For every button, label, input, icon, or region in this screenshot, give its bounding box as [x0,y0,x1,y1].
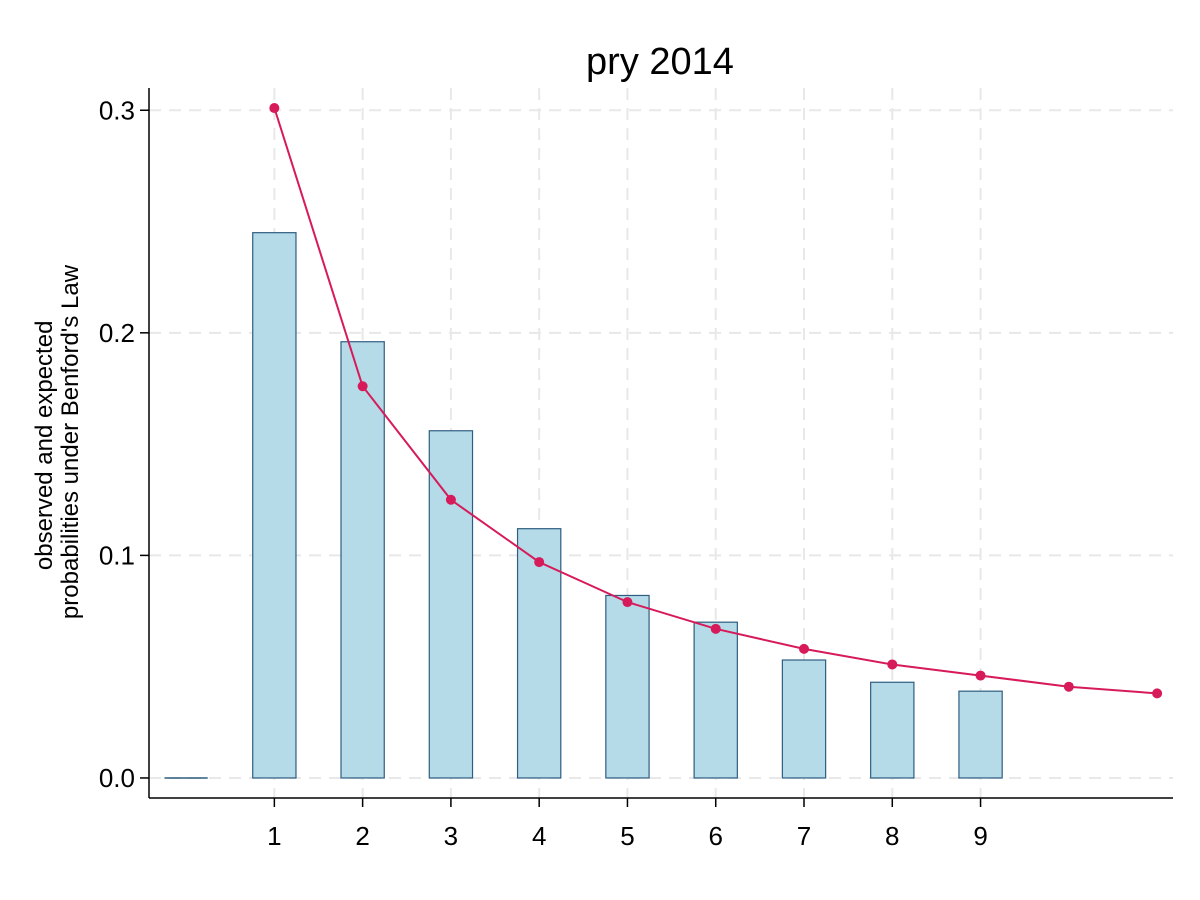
x-tick-label: 9 [973,821,987,851]
expected-point-10 [1063,681,1074,692]
bar-digit-9 [958,690,1003,779]
x-tick-label: 7 [797,821,811,851]
y-axis-label: observed and expected probabilities unde… [31,264,84,619]
bar-digit-7 [781,659,827,779]
y-tick-label: 0.2 [99,318,135,348]
bar-digit-2 [340,341,385,779]
expected-point-9 [975,670,986,681]
expected-line-series [269,103,1163,699]
expected-point-2 [357,381,368,392]
expected-point-3 [445,494,456,505]
y-tick-label: 0.0 [99,763,135,793]
y-axis-label-line-1: observed and expected [31,321,58,571]
x-tick-label: 4 [532,821,546,851]
x-tick-label: 8 [885,821,899,851]
bar-digit-6 [693,621,738,779]
expected-point-11 [1152,688,1163,699]
bar-digit-4 [516,528,562,779]
expected-point-4 [534,557,545,568]
bar-digit-3 [428,430,474,779]
bar-digit-8 [870,681,915,779]
expected-point-7 [799,643,810,654]
x-tick-label: 3 [444,821,458,851]
expected-point-5 [622,597,633,608]
y-tick-label: 0.3 [99,95,135,125]
y-tick-label: 0.1 [99,540,135,570]
axes: 0.0 0.1 0.2 0.3 1 2 3 4 5 6 7 8 9 [99,88,1173,851]
expected-point-6 [710,623,721,634]
x-tick-label: 2 [355,821,369,851]
chart-title: pry 2014 [586,41,734,83]
x-tick-label: 6 [708,821,722,851]
x-tick-label: 1 [267,821,281,851]
expected-point-8 [887,659,898,670]
bar-digit-5 [605,594,650,779]
y-axis-label-line-2: probabilities under Benford's Law [57,264,84,619]
expected-point-1 [269,103,280,114]
x-tick-label: 5 [620,821,634,851]
observed-bars [164,232,1003,779]
bar-digit-1 [252,232,297,779]
